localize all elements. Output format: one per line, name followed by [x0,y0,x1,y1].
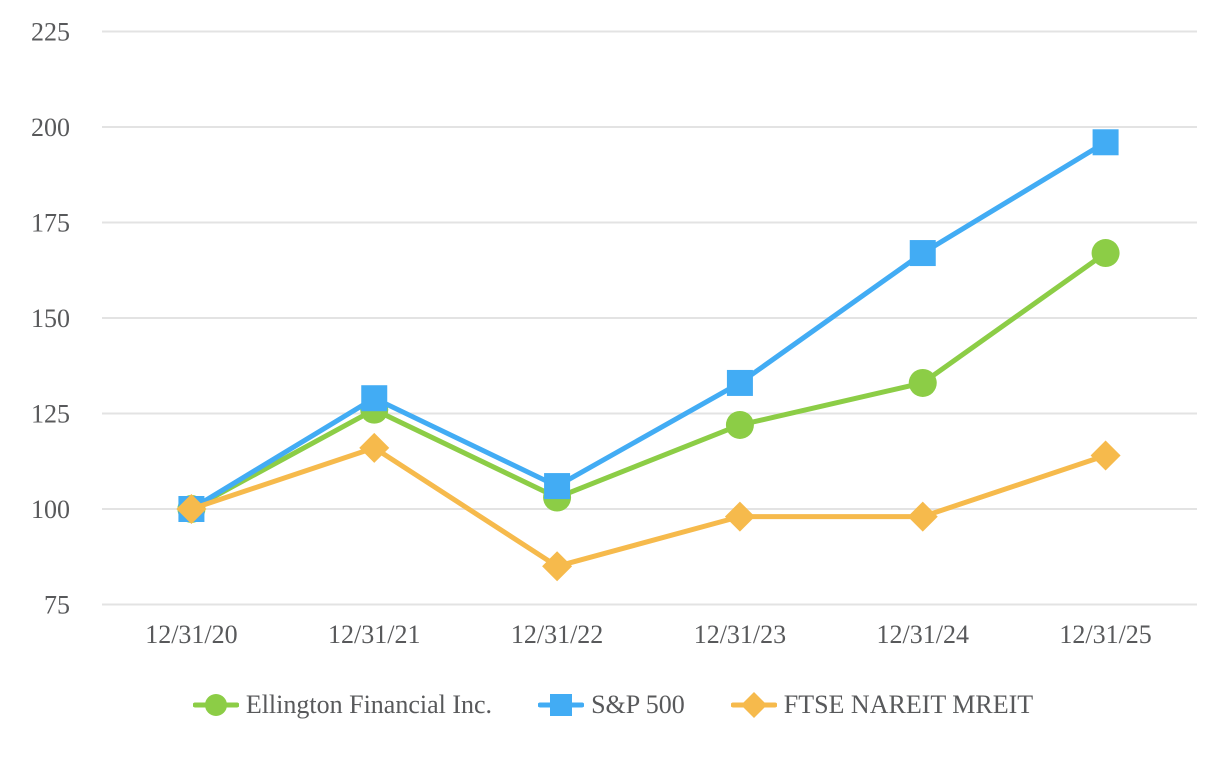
data-point-square [726,369,753,396]
y-tick-label: 150 [31,304,70,333]
data-point-diamond [542,551,573,582]
series-line-diamond [188,445,1109,569]
y-tick-label: 100 [31,495,70,524]
legend-label-ellington-financial: Ellington Financial Inc. [245,690,493,719]
data-point-diamond [176,494,207,524]
legend-item-ftse-nareit-mreit: FTSE NAREIT MREIT [730,690,1034,720]
data-point-circle [1091,239,1120,268]
series-line-square [188,139,1109,512]
legend-label-sp500: S&P 500 [591,690,685,719]
performance-line-chart: 225 200 175 150 125 100 75 12/31/20 12/31/21 12/3… [31,18,1197,649]
data-point-diamond [1090,440,1121,471]
y-tick-label: 200 [31,113,70,142]
y-tick-label: 125 [31,400,70,429]
series-line-circle [188,250,1109,512]
legend-circle-glyph [204,694,227,716]
x-tick-label: 12/31/25 [1059,620,1151,649]
x-tick-label: 12/31/20 [145,620,237,649]
blue-square-marker-icon [538,694,585,716]
x-tick-label: 12/31/21 [328,620,420,649]
data-point-square [361,385,388,412]
legend-label-ftse-nareit-mreit: FTSE NAREIT MREIT [783,690,1034,719]
data-point-square [544,473,571,500]
x-tick-label: 12/31/24 [877,620,969,649]
chart-legend: Ellington Financial Inc. S&P 500 FTSE NA… [0,686,1226,724]
x-tick-label: 12/31/23 [694,620,786,649]
x-tick-label: 12/31/22 [511,620,603,649]
data-point-diamond [359,432,390,463]
data-point-circle [908,368,937,397]
y-tick-label: 225 [31,18,70,47]
data-point-diamond [724,501,755,532]
orange-diamond-marker-icon [730,692,777,718]
green-circle-marker-icon [192,694,239,716]
y-tick-label: 175 [31,209,70,238]
legend-item-ellington-financial: Ellington Financial Inc. [192,690,493,720]
legend-item-sp500: S&P 500 [538,690,685,720]
legend-square-glyph [550,694,573,716]
data-point-circle [725,410,754,439]
y-tick-label: 75 [44,591,70,620]
data-point-square [1092,129,1119,156]
legend-diamond-glyph [740,692,767,718]
data-point-diamond [907,501,938,532]
data-point-square [909,240,936,267]
